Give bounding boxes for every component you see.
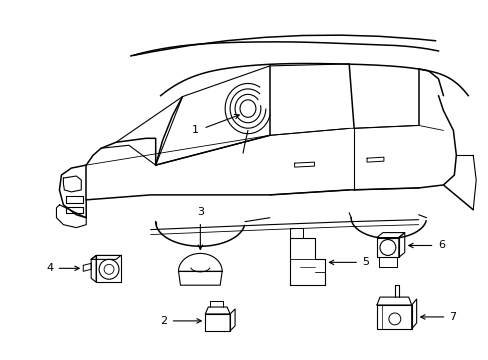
Text: 1: 1 [191,125,198,135]
Text: 3: 3 [197,207,203,217]
Text: 4: 4 [46,263,53,273]
Text: 5: 5 [361,257,368,267]
Text: 6: 6 [438,240,445,251]
Text: 7: 7 [448,312,456,322]
Text: 2: 2 [160,316,167,326]
